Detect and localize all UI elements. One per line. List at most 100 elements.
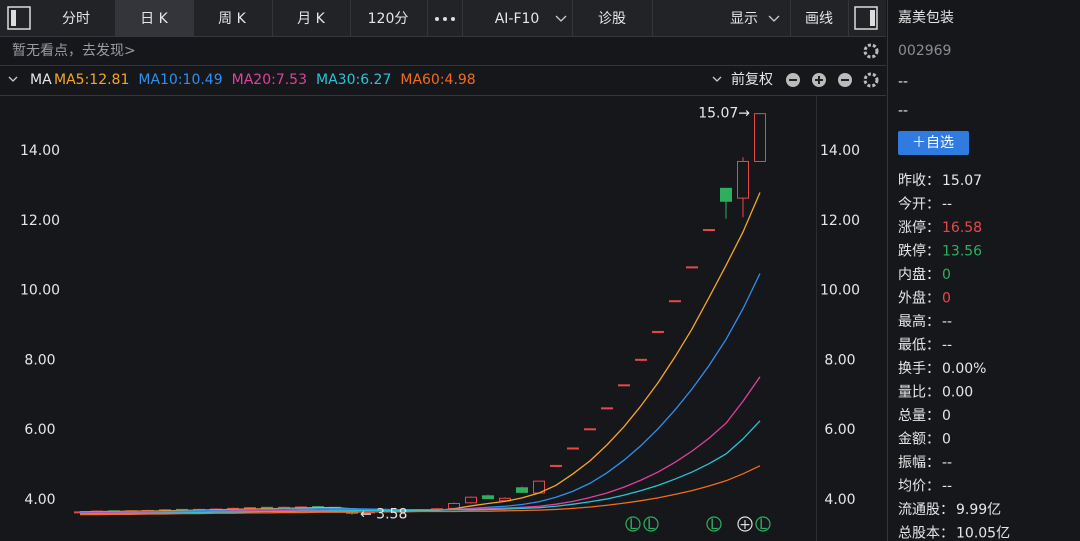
event-marker-label[interactable]: L [710,517,718,533]
ma-legend: MA10:10.49 [138,72,222,88]
panel-icon[interactable] [854,6,878,30]
ma-line [79,420,761,515]
tab[interactable]: 周 K [218,11,246,27]
event-marker[interactable] [755,516,771,532]
dropdown-icon [555,15,567,22]
tab[interactable]: AI-F10 [495,11,540,27]
field-label: 量比： [898,385,940,401]
adjust-mode[interactable]: 前复权 [731,71,773,88]
event-marker[interactable] [706,516,722,532]
field-value: -- [942,314,952,330]
candle-body [754,113,766,162]
field-label: 今开： [898,197,940,213]
field-value: 0.00% [942,361,986,377]
y-tick-label: 12.00 [20,213,60,229]
event-marker[interactable] [625,516,641,532]
tab[interactable]: 月 K [297,11,325,27]
price: -- [898,74,908,90]
candle-body [652,330,664,333]
candle-body [601,407,613,410]
tab[interactable]: 画线 [805,11,833,27]
watchlist-label[interactable]: ＋自选 [912,135,954,151]
field-label: 金额： [898,432,940,448]
chart-controls[interactable] [786,43,879,88]
tab[interactable]: 诊股 [598,11,626,27]
event-marker[interactable] [643,516,659,532]
field-label: 换手： [898,360,940,377]
field-label: 最低： [898,338,940,354]
min-label: ← 3.58 [360,507,407,523]
field-value: -- [942,455,952,471]
event-marker-label[interactable]: L [629,517,637,533]
field-value: 0 [942,291,951,307]
y-tick-label: 4.00 [24,492,55,508]
candle-body [584,428,596,431]
ma-legend: MA60:4.98 [400,72,475,88]
y2-tick-label: 6.00 [824,422,855,438]
y2-tick-label: 12.00 [820,213,860,229]
y-tick-label: 8.00 [24,352,55,368]
field-value: 0 [942,432,951,448]
field-label: 总量： [898,408,940,424]
dropdown-icon [768,15,780,22]
event-marker-label[interactable]: L [759,517,767,533]
candle-body [516,487,528,493]
event-marker-label[interactable]: L [647,517,655,533]
candle-body [703,229,715,232]
ma-legend: MA20:7.53 [232,72,307,88]
tab[interactable]: 显示 [730,11,758,27]
field-value: 0 [942,408,951,424]
ma-legend: MA30:6.27 [316,72,391,88]
active-tab [115,0,193,36]
indicator-name[interactable]: MA [30,72,52,88]
y-tick-label: 10.00 [20,283,60,299]
change: -- [898,103,908,119]
field-label: 昨收： [898,173,940,189]
candle-body [550,464,562,467]
y2-tick-label: 4.00 [824,492,855,508]
ma-line [80,465,761,516]
y2-tick-label: 8.00 [824,352,855,368]
max-label: 15.07→ [698,106,750,122]
field-label: 涨停： [898,219,940,236]
event-marker[interactable] [737,516,753,532]
field-value: -- [942,338,952,354]
layout-icon[interactable] [7,6,31,30]
field-label: 振幅： [898,455,940,471]
field-value: 0.00 [942,385,973,401]
field-value: -- [942,479,952,495]
tab[interactable]: 分时 [62,11,90,27]
field-label: 内盘： [898,266,940,283]
candle-body [465,496,477,504]
y2-tick-label: 14.00 [820,143,860,159]
candle-body [482,495,494,500]
event-marker-label[interactable]: + [739,517,751,533]
notice[interactable]: 暂无看点，去发现> [12,43,136,59]
dropdown-icon [712,76,722,82]
stock-code: 002969 [898,43,951,59]
watchlist-button[interactable] [898,131,969,155]
more-icon[interactable] [435,17,455,21]
candle-body [567,447,579,450]
candle-body [618,384,630,387]
candle-body [720,187,732,202]
panel-icon-bar [870,10,875,26]
field-label: 流通股： [898,502,954,518]
tab[interactable]: 日 K [140,11,168,27]
stock-name: 嘉美包装 [898,10,954,26]
candle-body [669,300,681,303]
field-label: 跌停： [898,243,940,260]
field-value: -- [942,197,952,213]
field-label: 最高： [898,313,940,330]
candle-body [737,160,749,199]
y2-tick-label: 10.00 [820,283,860,299]
field-value: 13.56 [942,244,982,260]
field-label: 总股本： [898,526,954,541]
field-label: 均价： [898,479,940,495]
field-value: 0 [942,267,951,283]
field-value: 15.07 [942,173,982,189]
tab[interactable]: 120分 [368,11,409,27]
y-tick-label: 14.00 [20,143,60,159]
